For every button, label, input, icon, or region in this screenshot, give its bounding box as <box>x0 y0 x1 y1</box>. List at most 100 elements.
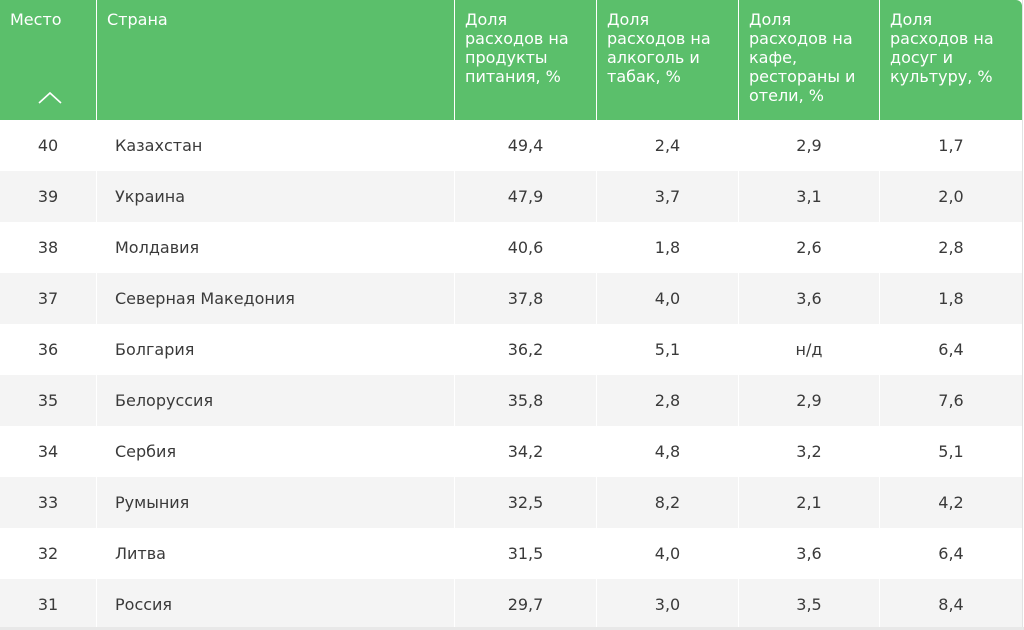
header-leisure-line: Доля <box>890 10 933 29</box>
table-bottom-edge <box>0 627 1024 630</box>
cell-leisure: 1,8 <box>938 289 964 308</box>
cell-food: 49,4 <box>455 120 597 171</box>
cell-leisure: 1,7 <box>938 136 964 155</box>
header-cafe-line: кафе, <box>749 48 798 67</box>
cell-rank: 40 <box>0 120 97 171</box>
cell-alcohol: 3,7 <box>597 171 739 222</box>
cell-rank: 38 <box>0 222 97 273</box>
cell-cafe: 3,6 <box>739 528 880 579</box>
cell-country: Болгария <box>97 324 455 375</box>
cell-rank: 34 <box>0 426 97 477</box>
header-cafe-line: отели, % <box>749 86 824 105</box>
cell-alcohol: 8,2 <box>597 477 739 528</box>
header-country[interactable]: Страна <box>97 0 455 120</box>
cell-alcohol: 1,8 <box>597 222 739 273</box>
cell-rank: 33 <box>0 477 97 528</box>
table-row: 39 Украина 47,9 3,7 3,1 2,0 <box>0 171 1022 222</box>
cell-country: Сербия <box>97 426 455 477</box>
cell-cafe: 2,9 <box>739 120 880 171</box>
cell-cafe: 3,1 <box>739 171 880 222</box>
cell-alcohol: 5,1 <box>597 324 739 375</box>
cell-food: 37,8 <box>455 273 597 324</box>
cell-alcohol: 2,8 <box>597 375 739 426</box>
cell-country: Северная Македония <box>97 273 455 324</box>
cell-country: Румыния <box>97 477 455 528</box>
cell-alcohol: 4,0 <box>597 273 739 324</box>
cell-rank: 31 <box>0 579 97 630</box>
table-row: 37 Северная Македония 37,8 4,0 3,6 1,8 <box>0 273 1022 324</box>
cell-cafe: 2,6 <box>739 222 880 273</box>
cell-cafe: 3,6 <box>739 273 880 324</box>
cell-rank: 36 <box>0 324 97 375</box>
cell-food: 29,7 <box>455 579 597 630</box>
table-row: 40 Казахстан 49,4 2,4 2,9 1,7 <box>0 120 1022 171</box>
header-food-line: питания, % <box>465 67 561 86</box>
cell-cafe: 2,9 <box>739 375 880 426</box>
header-leisure[interactable]: Доля расходов на досуг и культуру, % <box>880 0 1022 120</box>
table-body: 40 Казахстан 49,4 2,4 2,9 1,7 39 Украина… <box>0 120 1022 630</box>
cell-country: Молдавия <box>97 222 455 273</box>
header-food-line: продукты <box>465 48 548 67</box>
cell-leisure: 4,2 <box>938 493 964 512</box>
cell-alcohol: 3,0 <box>597 579 739 630</box>
header-alcohol-line: расходов на <box>607 29 711 48</box>
cell-food: 35,8 <box>455 375 597 426</box>
cell-alcohol: 4,0 <box>597 528 739 579</box>
cell-food: 47,9 <box>455 171 597 222</box>
table-header: Место Страна Доля расходов на продукты п… <box>0 0 1022 120</box>
table-row: 32 Литва 31,5 4,0 3,6 6,4 <box>0 528 1022 579</box>
header-alcohol[interactable]: Доля расходов на алкоголь и табак, % <box>597 0 739 120</box>
cell-country: Россия <box>97 579 455 630</box>
cell-cafe: н/д <box>739 324 880 375</box>
header-food-line: Доля <box>465 10 508 29</box>
header-cafe-line: расходов на <box>749 29 853 48</box>
cell-food: 31,5 <box>455 528 597 579</box>
cell-cafe: 3,5 <box>739 579 880 630</box>
header-rank[interactable]: Место <box>0 0 97 120</box>
cell-alcohol: 4,8 <box>597 426 739 477</box>
header-food[interactable]: Доля расходов на продукты питания, % <box>455 0 597 120</box>
cell-cafe: 3,2 <box>739 426 880 477</box>
table-row: 36 Болгария 36,2 5,1 н/д 6,4 <box>0 324 1022 375</box>
header-alcohol-line: Доля <box>607 10 650 29</box>
cell-rank: 32 <box>0 528 97 579</box>
header-rank-label: Место <box>10 10 62 29</box>
header-country-label: Страна <box>107 10 168 29</box>
cell-food: 36,2 <box>455 324 597 375</box>
cell-country: Украина <box>97 171 455 222</box>
header-leisure-line: досуг и <box>890 48 954 67</box>
table-row: 35 Белоруссия 35,8 2,8 2,9 7,6 <box>0 375 1022 426</box>
chevron-up-icon[interactable] <box>38 90 62 104</box>
cell-leisure: 6,4 <box>938 544 964 563</box>
table-row: 31 Россия 29,7 3,0 3,5 8,4 <box>0 579 1022 630</box>
cell-leisure: 2,0 <box>938 187 964 206</box>
header-alcohol-line: алкоголь и <box>607 48 700 67</box>
cell-leisure: 5,1 <box>938 442 964 461</box>
cell-country: Белоруссия <box>97 375 455 426</box>
table-row: 38 Молдавия 40,6 1,8 2,6 2,8 <box>0 222 1022 273</box>
cell-alcohol: 2,4 <box>597 120 739 171</box>
header-cafe[interactable]: Доля расходов на кафе, рестораны и отели… <box>739 0 880 120</box>
header-food-line: расходов на <box>465 29 569 48</box>
cell-leisure: 8,4 <box>938 595 964 614</box>
table-row: 33 Румыния 32,5 8,2 2,1 4,2 <box>0 477 1022 528</box>
cell-rank: 35 <box>0 375 97 426</box>
header-leisure-line: культуру, % <box>890 67 993 86</box>
cell-leisure: 2,8 <box>938 238 964 257</box>
cell-country: Литва <box>97 528 455 579</box>
cell-cafe: 2,1 <box>739 477 880 528</box>
cell-leisure: 7,6 <box>938 391 964 410</box>
header-leisure-line: расходов на <box>890 29 994 48</box>
cell-rank: 39 <box>0 171 97 222</box>
cell-food: 40,6 <box>455 222 597 273</box>
header-alcohol-line: табак, % <box>607 67 681 86</box>
cell-country: Казахстан <box>97 120 455 171</box>
header-cafe-line: Доля <box>749 10 792 29</box>
cell-food: 32,5 <box>455 477 597 528</box>
cell-food: 34,2 <box>455 426 597 477</box>
header-cafe-line: рестораны и <box>749 67 856 86</box>
table-row: 34 Сербия 34,2 4,8 3,2 5,1 <box>0 426 1022 477</box>
cell-rank: 37 <box>0 273 97 324</box>
cell-leisure: 6,4 <box>938 340 964 359</box>
